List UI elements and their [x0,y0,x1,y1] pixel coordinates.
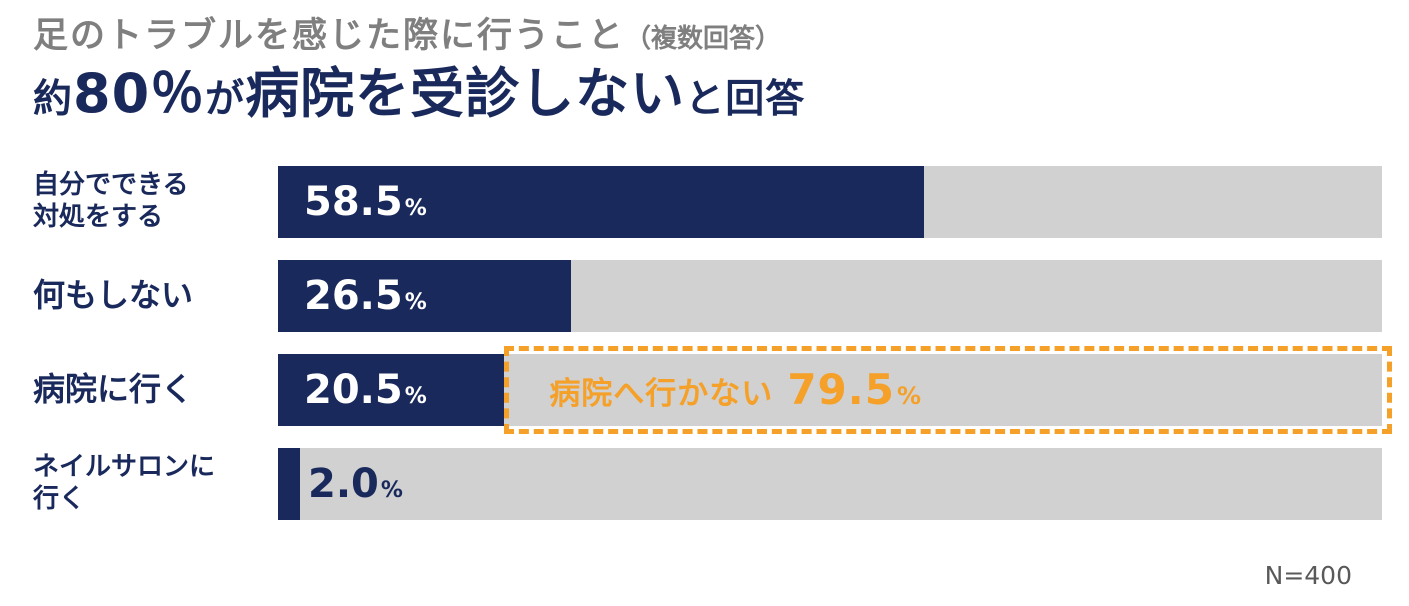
bar-value-unit: % [404,383,427,409]
annotation-label-text: 病院へ行かない [549,376,774,413]
bar-value: 58.5% [304,179,427,225]
category-label: 病院に行く [33,370,194,409]
bar-value-unit: % [404,289,427,315]
bar-fill: 20.5% [278,353,505,426]
bar-value: 20.5% [304,367,427,413]
bar-value-unit: % [380,477,403,503]
bar-track: 58.5% [278,165,1382,238]
bar-row-go-to-hospital: 病院に行く 20.5% 病院へ行かない 79.5% [33,345,1392,434]
subtitle-emphasis: 病院を受診しない [245,62,686,126]
bar-track: 26.5% [278,259,1382,332]
annotation-value-unit: % [896,382,922,411]
category-label: ネイルサロンに 行く [33,452,216,514]
subtitle-prefix: 約 [33,77,74,123]
annotation-label: 病院へ行かない 79.5% [549,365,922,414]
bar-chart: 自分でできる 対処をする 58.5% 何もしない 26.5% 病院に行く 20.… [33,165,1392,520]
bar-value: 2.0% [308,461,403,507]
bar-fill: 26.5% [278,259,571,332]
bar-fill: 58.5% [278,165,924,238]
category-label: 自分でできる 対処をする [33,170,189,232]
category-label: 何もしない [33,276,194,315]
bar-row-self-care: 自分でできる 対処をする 58.5% [33,165,1382,238]
bar-track: 2.0% [278,447,1382,520]
chart-title: 足のトラブルを感じた際に行うこと（複数回答） [33,16,1382,56]
bar-value-number: 58.5 [304,178,403,225]
annotation-value-number: 79.5 [787,365,895,415]
subtitle-suffix: と回答 [685,77,806,123]
bar-row-nail-salon: ネイルサロンに 行く 2.0% [33,447,1382,520]
subtitle-particle: が [205,77,246,123]
annotation-box: 病院へ行かない 79.5% [504,345,1392,434]
chart-subtitle: 約80％が病院を受診しないと回答 [33,64,1382,123]
bar-value: 26.5% [304,273,427,319]
subtitle-percent: 80％ [73,62,206,126]
bar-value-number: 20.5 [304,366,403,413]
chart-header: 足のトラブルを感じた際に行うこと（複数回答） 約80％が病院を受診しないと回答 [33,16,1382,124]
bar-value-unit: % [404,195,427,221]
sample-size: N=400 [1264,561,1352,590]
bar-row-do-nothing: 何もしない 26.5% [33,259,1382,332]
chart-title-text: 足のトラブルを感じた際に行うこと [33,16,626,56]
bar-value-number: 26.5 [304,272,403,319]
bar-track: 20.5% 病院へ行かない 79.5% [278,345,1392,434]
bar-fill [278,447,301,520]
chart-title-note: （複数回答） [625,24,782,54]
bar-value-number: 2.0 [308,460,379,507]
